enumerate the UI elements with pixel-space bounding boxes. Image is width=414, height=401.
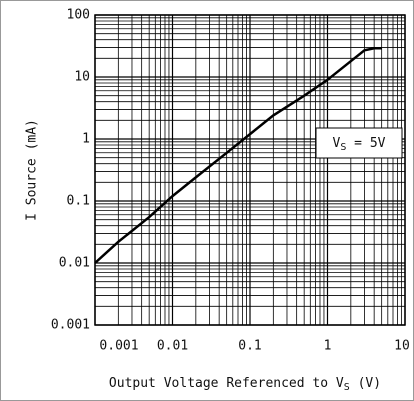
y-tick-label: 1: [82, 132, 90, 147]
x-tick-label: 0.1: [238, 339, 261, 354]
x-tick-label: 0.01: [157, 339, 188, 354]
plot-frame: [94, 14, 406, 326]
annotation: VS = 5V: [333, 136, 386, 154]
y-tick-label: 0.001: [51, 318, 90, 333]
y-tick-label: 100: [67, 8, 90, 23]
annotation-part: V: [333, 136, 341, 151]
x-tick-label: 10: [394, 339, 410, 354]
x-tick-label: 1: [324, 339, 332, 354]
data-line: [94, 47, 382, 264]
x-tick-label: 0.001: [99, 339, 138, 354]
y-tick-label: 0.1: [67, 194, 90, 209]
annotation-part: = 5V: [346, 136, 385, 151]
y-axis-label: I Source (mA): [25, 119, 40, 221]
x-label-part: (V): [350, 376, 381, 391]
x-label-part: Output Voltage Referenced to V: [109, 376, 344, 391]
y-tick-label: 0.01: [59, 256, 90, 271]
x-label-sub: S: [344, 382, 350, 393]
annotation-box: [315, 127, 403, 159]
x-axis-label: Output Voltage Referenced to VS (V): [109, 376, 381, 394]
annotation-sub: S: [340, 142, 346, 153]
y-tick-label: 10: [74, 70, 90, 85]
